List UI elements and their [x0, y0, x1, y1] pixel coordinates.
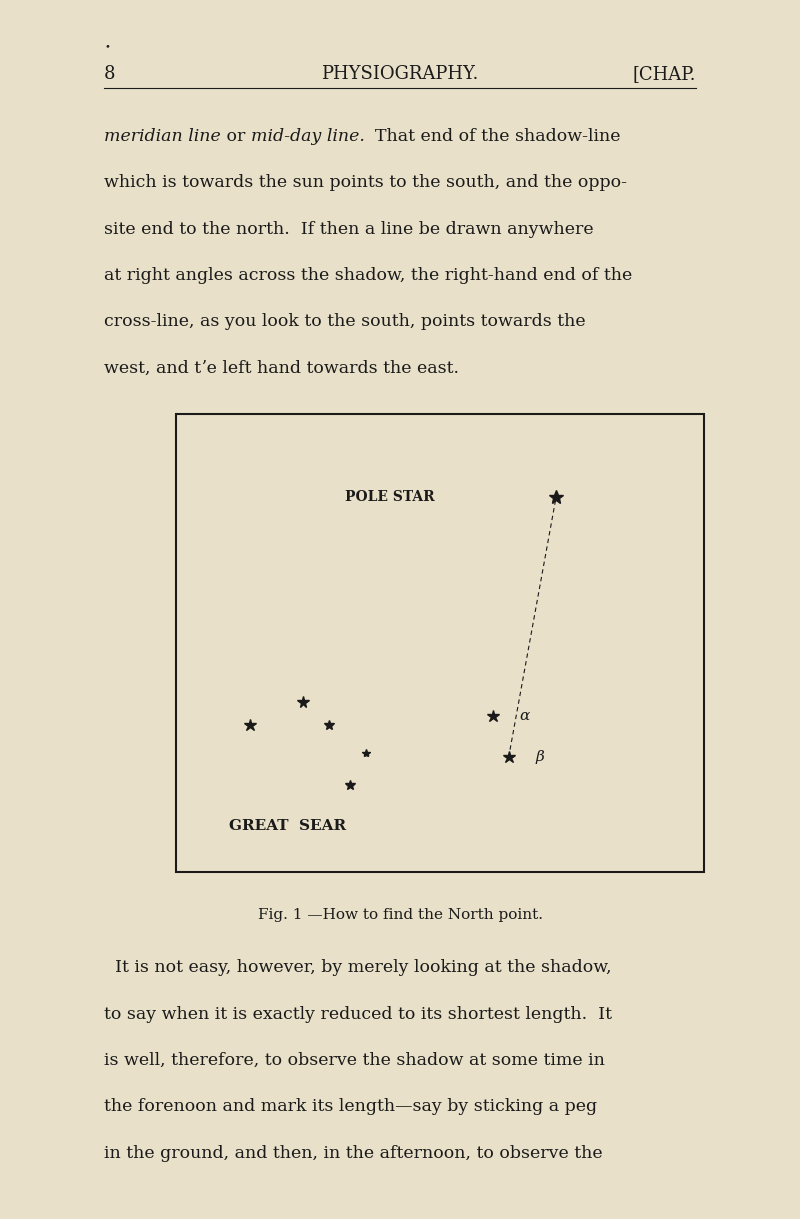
Text: 8: 8	[104, 65, 115, 83]
Text: That end of the shadow-line: That end of the shadow-line	[365, 128, 621, 145]
Text: β: β	[535, 751, 544, 764]
Text: site end to the north.  If then a line be drawn anywhere: site end to the north. If then a line be…	[104, 221, 594, 238]
Text: •: •	[104, 43, 110, 51]
Text: west, and tʼe left hand towards the east.: west, and tʼe left hand towards the east…	[104, 360, 459, 377]
Text: POLE STAR: POLE STAR	[345, 490, 434, 503]
Text: at right angles across the shadow, the right-hand end of the: at right angles across the shadow, the r…	[104, 267, 632, 284]
Text: or: or	[221, 128, 250, 145]
Text: [CHAP.: [CHAP.	[633, 65, 696, 83]
Text: GREAT  SEAR: GREAT SEAR	[229, 819, 346, 833]
Text: meridian line: meridian line	[104, 128, 221, 145]
Text: PHYSIOGRAPHY.: PHYSIOGRAPHY.	[322, 65, 478, 83]
Text: It is not easy, however, by merely looking at the shadow,: It is not easy, however, by merely looki…	[104, 959, 612, 976]
Text: cross-line, as you look to the south, points towards the: cross-line, as you look to the south, po…	[104, 313, 586, 330]
Text: Fig. 1 —How to find the North point.: Fig. 1 —How to find the North point.	[258, 908, 542, 922]
Text: to say when it is exactly reduced to its shortest length.  It: to say when it is exactly reduced to its…	[104, 1006, 612, 1023]
Text: the forenoon and mark its length—say by sticking a peg: the forenoon and mark its length—say by …	[104, 1098, 597, 1115]
Text: which is towards the sun points to the south, and the oppo-: which is towards the sun points to the s…	[104, 174, 627, 191]
Text: α: α	[519, 709, 530, 723]
Text: is well, therefore, to observe the shadow at some time in: is well, therefore, to observe the shado…	[104, 1052, 605, 1069]
Text: mid-day line.: mid-day line.	[250, 128, 365, 145]
Text: in the ground, and then, in the afternoon, to observe the: in the ground, and then, in the afternoo…	[104, 1145, 602, 1162]
